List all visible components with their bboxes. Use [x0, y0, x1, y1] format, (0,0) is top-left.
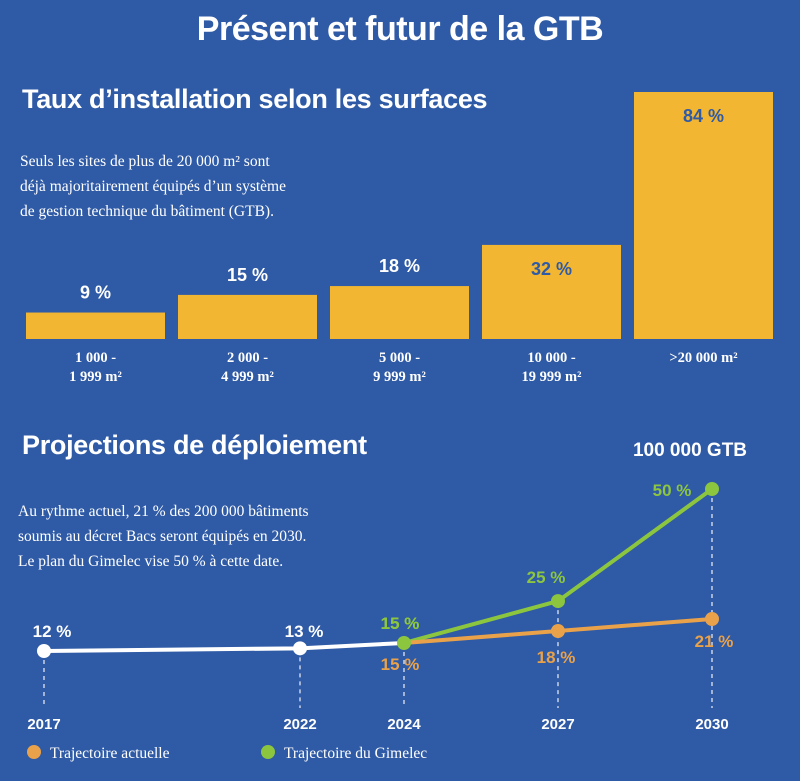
description-line: Seuls les sites de plus de 20 000 m² son…: [20, 153, 270, 170]
category-label: >20 000 m²: [669, 350, 737, 366]
description-line: de gestion technique du bâtiment (GTB).: [20, 203, 274, 220]
bar: [178, 294, 317, 339]
x-tick-label: 2017: [27, 716, 60, 733]
bar: [482, 244, 621, 339]
gimelec-value-label: 15 %: [381, 614, 420, 633]
category-label: 1 999 m²: [69, 369, 122, 385]
main-title: Présent et futur de la GTB: [196, 10, 604, 48]
category-label: 4 999 m²: [221, 369, 274, 385]
description-line: déjà majoritairement équipés d’un systèm…: [20, 178, 286, 195]
current-point: [551, 624, 565, 638]
legend-gimelec-swatch: [261, 745, 275, 759]
top-annotation: 100 000 GTB: [632, 440, 748, 461]
history-value-label: 13 %: [285, 622, 324, 641]
category-label: 5 000 -: [379, 350, 420, 366]
bar-section-title: Taux d’installation selon les surfaces: [22, 84, 488, 114]
history-value-label: 12 %: [33, 622, 72, 641]
legend-current-label: Trajectoire actuelle: [50, 745, 170, 762]
gimelec-value-label: 25 %: [527, 568, 566, 587]
current-value-label: 21 %: [695, 632, 734, 651]
bar-value-label: 18 %: [379, 256, 420, 276]
history-point: [293, 641, 307, 656]
current-point: [705, 612, 719, 626]
bar: [634, 92, 773, 339]
bar-value-label: 84 %: [683, 106, 724, 126]
line-section-title: Projections de déploiement: [22, 430, 367, 460]
gimelec-value-label: 50 %: [653, 481, 692, 500]
bar-value-label: 9 %: [80, 283, 111, 303]
category-label: 10 000 -: [527, 350, 576, 366]
legend-gimelec-label: Trajectoire du Gimelec: [284, 745, 427, 762]
category-label: 9 999 m²: [373, 369, 426, 385]
gimelec-point: [551, 594, 565, 609]
history-value-label: 15 %: [381, 614, 420, 633]
x-tick-label: 2030: [695, 716, 728, 733]
bar-value-label: 15 %: [227, 265, 268, 285]
current-value-label: 18 %: [537, 648, 576, 667]
bar-section-description: Seuls les sites de plus de 20 000 m² son…: [20, 149, 286, 224]
legend-current-swatch: [27, 745, 41, 759]
x-tick-label: 2024: [387, 716, 421, 733]
bar: [330, 286, 469, 339]
category-label: 1 000 -: [75, 350, 116, 366]
description-line: soumis au décret Bacs seront équipés en …: [18, 528, 307, 545]
x-tick-label: 2022: [283, 716, 316, 733]
current-value-label: 15 %: [381, 655, 420, 674]
description-line: Le plan du Gimelec vise 50 % à cette dat…: [18, 553, 284, 570]
bar: [26, 312, 165, 339]
gimelec-point: [705, 482, 719, 496]
x-tick-label: 2027: [541, 716, 574, 733]
category-label: 2 000 -: [227, 350, 268, 366]
history-point: [37, 644, 51, 658]
line-section-description: Au rythme actuel, 21 % des 200 000 bâtim…: [18, 499, 309, 574]
bar-value-label: 32 %: [531, 259, 572, 279]
category-label: 19 999 m²: [522, 369, 582, 385]
description-line: Au rythme actuel, 21 % des 200 000 bâtim…: [18, 503, 309, 520]
junction-point: [397, 636, 411, 650]
history-series-line: [43, 641, 405, 653]
